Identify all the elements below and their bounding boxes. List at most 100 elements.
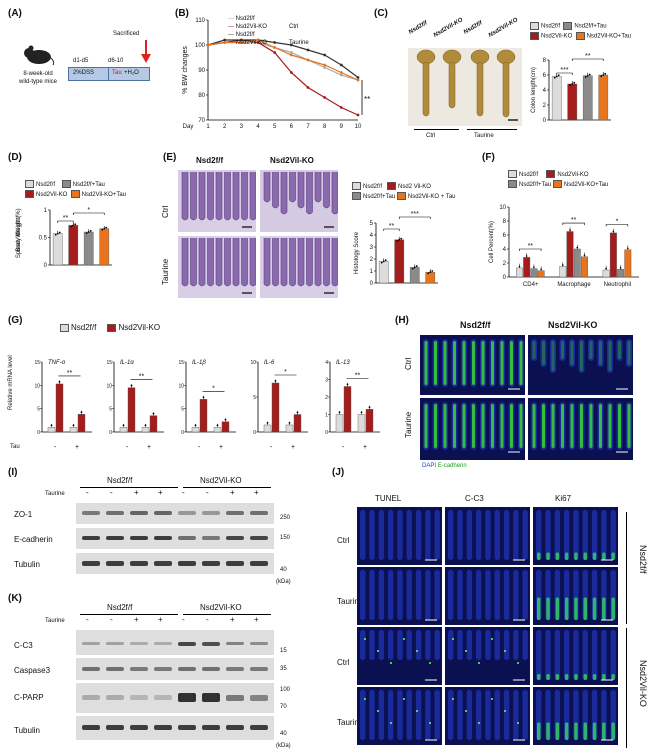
j-image-graphic <box>360 690 440 741</box>
bar <box>409 267 420 284</box>
j-group-1: Nsd2f/f <box>638 545 648 574</box>
crypt-nuclei <box>434 510 440 560</box>
data-point <box>239 38 243 42</box>
crypt <box>215 238 223 287</box>
data-dot <box>152 412 155 415</box>
y-tick-label: 6 <box>543 73 547 79</box>
x-tick-label: CD4+ <box>523 282 539 288</box>
data-dot <box>518 265 521 268</box>
j-row-4: Taurine <box>337 718 364 727</box>
crypt-nuclei <box>434 570 440 620</box>
ki67-signal <box>564 552 569 560</box>
data-point <box>256 41 260 44</box>
bar <box>425 271 436 284</box>
blot-band <box>82 695 100 700</box>
apoptotic-signal <box>403 698 405 700</box>
j-image <box>533 627 618 685</box>
data-dot <box>144 424 147 427</box>
legend-e-4: Nsd2Vil-KO + Tau <box>407 194 456 200</box>
legend-e-1: Nsd2f/f <box>363 184 383 190</box>
panel-label-a: (A) <box>8 8 22 19</box>
tau-sign: + <box>219 444 223 451</box>
data-dot <box>588 73 591 76</box>
treatment-sign: - <box>86 615 89 624</box>
tau-sign: + <box>291 444 295 451</box>
blot-band <box>130 642 148 645</box>
y-tick-label: 1 <box>44 208 48 214</box>
data-dot <box>50 424 53 427</box>
data-point <box>289 71 293 74</box>
crypt-nuclei <box>425 510 431 560</box>
data-dot <box>576 246 579 249</box>
panel-label-c: (C) <box>374 8 388 19</box>
data-dot <box>80 411 83 414</box>
blot-band <box>250 725 268 730</box>
blot-band <box>106 511 124 515</box>
gene-label: IL-6 <box>264 360 275 366</box>
blot-band <box>154 725 172 730</box>
legend-f-4: Nsd2Vil-KO+Tau <box>563 182 609 188</box>
crypt <box>224 238 231 287</box>
k-kda-unit: (kDa) <box>276 743 291 749</box>
if-graphic <box>423 402 524 453</box>
bar <box>83 231 94 266</box>
ecad-signal <box>589 341 593 359</box>
sig-bracket <box>72 212 105 215</box>
y-tick-label: 5 <box>253 395 256 401</box>
apoptotic-signal <box>504 650 506 652</box>
data-dot <box>557 74 560 77</box>
y-tick-label: 100 <box>195 43 206 49</box>
y-tick-label: 0 <box>543 118 547 124</box>
j-row-1: Ctrl <box>337 536 350 545</box>
ki67-signal <box>574 674 578 680</box>
crypt-nuclei <box>360 570 366 620</box>
crypt-nuclei <box>369 510 375 560</box>
y-tick-label: 0 <box>109 430 112 436</box>
data-point <box>339 73 343 77</box>
ki67-signal <box>611 674 615 680</box>
y-axis-label: % BW changes <box>182 46 189 94</box>
panel-label-i: (I) <box>8 467 18 478</box>
data-dot <box>627 247 629 250</box>
blot-band <box>154 667 172 671</box>
data-point <box>323 63 327 67</box>
crypt-nuclei <box>522 510 528 560</box>
blot-band <box>178 725 196 730</box>
crypt-nuclei <box>485 570 491 620</box>
panel-label-e: (E) <box>163 152 177 163</box>
apoptotic-signal <box>364 638 366 640</box>
h-row-1: Ctrl <box>404 357 413 370</box>
bar <box>149 415 158 433</box>
if-ff-ctrl <box>420 335 525 395</box>
colon-photo-graphic <box>416 49 518 121</box>
blot-cc3 <box>76 630 274 655</box>
y-tick-label: 2 <box>503 261 507 267</box>
treatment-sign: + <box>158 615 163 624</box>
ecad-signal <box>561 341 564 359</box>
legend-b-ctrl: Ctrl <box>289 24 299 30</box>
data-point <box>256 38 260 42</box>
crypt-nuclei <box>494 510 500 560</box>
data-dot <box>415 265 418 268</box>
data-dot <box>89 230 92 232</box>
panel-label-d: (D) <box>8 152 22 163</box>
gene-label: IL-1α <box>120 360 134 366</box>
legend-b-3: Nsd2f/f <box>235 32 255 38</box>
blot-band <box>226 725 244 730</box>
crypt-nuclei <box>494 570 500 620</box>
ecad-signal <box>618 404 621 448</box>
legend-f-2: Nsd2Vil-KO <box>557 172 589 178</box>
j-image-graphic <box>360 570 440 621</box>
blot-band <box>202 667 220 671</box>
crypt-nuclei <box>448 690 454 740</box>
blot-band <box>82 725 100 730</box>
bar <box>523 257 531 278</box>
crypt-nuclei <box>536 630 542 680</box>
sig-label: ** <box>528 243 534 250</box>
ecad-signal <box>472 341 475 385</box>
ctrl-bracket <box>414 129 459 130</box>
data-dot <box>569 84 572 87</box>
i-row-tubulin: Tubulin <box>14 560 40 569</box>
histology-ko-taurine <box>260 236 338 298</box>
